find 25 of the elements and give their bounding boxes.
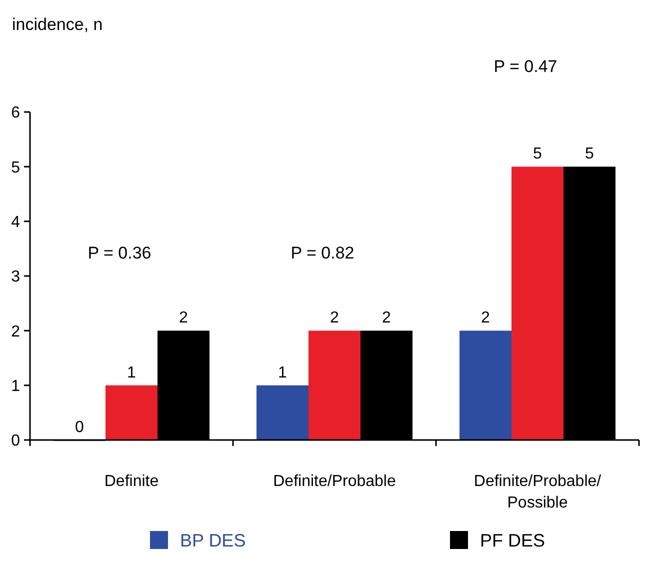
data-label: 2	[382, 310, 392, 327]
data-label: 5	[533, 146, 542, 163]
y-tick-label: 0	[11, 432, 20, 450]
y-tick-label: 3	[11, 268, 20, 286]
x-tick-label: Definite	[104, 473, 159, 490]
legend-label: BP DES	[180, 530, 246, 550]
legend-label: PF DES	[480, 530, 546, 550]
data-label: 2	[481, 310, 490, 327]
y-tick-label: 2	[11, 323, 20, 340]
text: P = 0.47	[494, 57, 558, 76]
annotation: P = 0.36	[88, 244, 152, 263]
data-label: 1	[278, 364, 288, 382]
y-tick-label: 1	[11, 378, 20, 395]
data-label: 5	[585, 146, 594, 163]
y-axis-title: incidence, n	[12, 15, 103, 34]
annotation: P = 0.82	[290, 244, 354, 263]
x-tick-label: Definite/Probable/ Possible	[474, 473, 602, 512]
y-tick-label: 4	[11, 214, 20, 231]
y-tick-label: 5	[11, 159, 20, 176]
data-label: 1	[127, 364, 136, 382]
data-label: 0	[75, 419, 84, 436]
data-label: 2	[179, 310, 188, 327]
x-tick-label: Definite/Probable	[273, 473, 396, 490]
data-label: 2	[330, 310, 340, 327]
y-tick-label: 6	[11, 104, 20, 122]
